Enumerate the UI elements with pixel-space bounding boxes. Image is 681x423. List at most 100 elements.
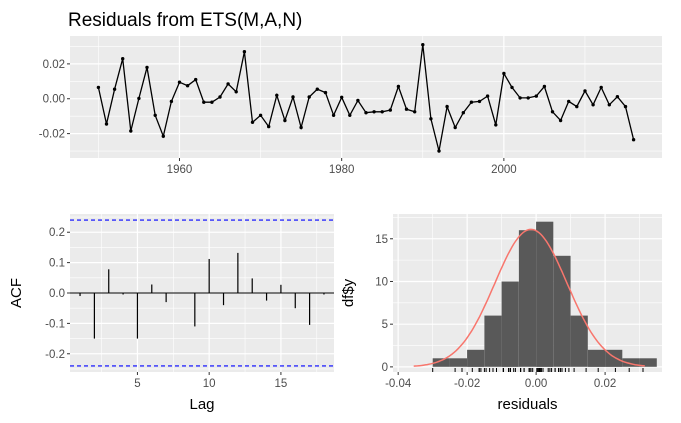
normal-density-curve bbox=[413, 228, 645, 367]
residual-point bbox=[137, 96, 141, 101]
residual-point bbox=[315, 87, 319, 91]
residual-point bbox=[145, 65, 149, 70]
y-tick-label: -0.02 bbox=[39, 129, 65, 141]
y-tick-label: -0.2 bbox=[45, 349, 65, 361]
residual-point bbox=[380, 110, 384, 114]
residual-point bbox=[437, 149, 441, 153]
residual-point bbox=[477, 99, 482, 104]
residual-point bbox=[469, 100, 474, 104]
axes: -0.04 -0.02 0.00 0.02 0 5 10 15 bbox=[375, 234, 616, 390]
y-tick-label: 15 bbox=[375, 234, 388, 246]
residual-point bbox=[534, 94, 538, 98]
residual-point bbox=[494, 123, 498, 127]
residual-point bbox=[599, 85, 603, 90]
residual-point bbox=[153, 113, 157, 118]
residual-point bbox=[323, 90, 328, 95]
histogram-bar bbox=[639, 358, 657, 367]
residual-point bbox=[258, 113, 263, 118]
residual-point bbox=[567, 99, 571, 104]
residual-point bbox=[129, 129, 133, 133]
residual-point bbox=[202, 100, 206, 104]
acf-panel: 5 10 15 -0.2 -0.1 0.0 0.1 0.2 Lag ACF bbox=[8, 214, 334, 413]
residual-point bbox=[583, 89, 587, 93]
residual-point bbox=[623, 104, 628, 109]
residual-point bbox=[275, 93, 279, 98]
residual-point bbox=[226, 82, 230, 86]
y-tick-label: 5 bbox=[382, 319, 388, 331]
y-axis-label: df$y bbox=[340, 278, 357, 307]
histogram-bar bbox=[484, 315, 502, 367]
y-tick-label: 0 bbox=[382, 362, 388, 374]
histogram-bar bbox=[449, 358, 468, 367]
x-tick-label: 2000 bbox=[491, 164, 517, 176]
y-tick-label: -0.1 bbox=[45, 318, 65, 330]
residual-point bbox=[510, 85, 514, 90]
residual-point bbox=[453, 125, 457, 130]
residual-point bbox=[299, 125, 303, 130]
residual-point bbox=[177, 80, 182, 84]
residual-point bbox=[558, 118, 563, 123]
residual-point bbox=[242, 50, 247, 54]
gridlines bbox=[70, 36, 662, 158]
x-tick-label: 15 bbox=[275, 378, 288, 390]
residual-point bbox=[348, 113, 352, 118]
residual-point bbox=[445, 104, 449, 109]
residual-point bbox=[210, 100, 214, 104]
histogram-bar bbox=[501, 281, 519, 367]
histogram-bars bbox=[413, 221, 657, 367]
axes: 1960 1980 2000 -0.02 0.00 0.02 bbox=[39, 59, 517, 176]
histogram-bar bbox=[553, 255, 571, 367]
residual-point bbox=[307, 95, 311, 99]
residual-point bbox=[250, 120, 255, 125]
residual-point bbox=[526, 96, 530, 100]
acf-bars bbox=[70, 219, 334, 367]
y-axis-label: ACF bbox=[8, 278, 25, 308]
residual-point bbox=[575, 104, 579, 109]
residual-point bbox=[461, 111, 465, 115]
y-tick-label: 0.1 bbox=[49, 258, 65, 270]
residual-point bbox=[169, 99, 174, 104]
x-tick-label: 10 bbox=[203, 378, 216, 390]
histogram-bar bbox=[587, 349, 606, 367]
residual-point bbox=[413, 110, 417, 114]
residual-point bbox=[291, 95, 295, 99]
residual-point bbox=[429, 117, 433, 121]
x-tick-label: 5 bbox=[134, 378, 140, 390]
y-tick-label: 0.2 bbox=[49, 227, 65, 239]
residual-point bbox=[615, 95, 620, 99]
plot-background bbox=[70, 36, 662, 158]
residual-point bbox=[161, 134, 165, 138]
residual-point bbox=[96, 85, 101, 90]
residual-point bbox=[550, 110, 555, 114]
residual-point bbox=[234, 90, 238, 94]
residual-point bbox=[421, 43, 425, 47]
residual-point bbox=[372, 110, 376, 114]
residual-point bbox=[104, 122, 109, 126]
residual-point bbox=[485, 94, 490, 98]
y-tick-label: 0.00 bbox=[43, 94, 65, 106]
residual-point bbox=[542, 84, 547, 89]
residual-point bbox=[518, 96, 522, 100]
residual-point bbox=[283, 118, 287, 123]
residual-point bbox=[121, 57, 125, 61]
histogram-bar bbox=[570, 315, 588, 367]
axes: 5 10 15 -0.2 -0.1 0.0 0.1 0.2 bbox=[45, 227, 287, 390]
histogram-bar bbox=[622, 358, 640, 367]
histogram-bar bbox=[536, 221, 554, 367]
x-tick-label: 0.02 bbox=[594, 378, 616, 390]
residual-point bbox=[631, 138, 636, 142]
x-tick-label: 1960 bbox=[167, 164, 193, 176]
residual-point bbox=[607, 103, 611, 107]
residual-point bbox=[404, 107, 409, 111]
residual-point bbox=[218, 95, 222, 99]
histogram-bar bbox=[467, 349, 485, 367]
residual-point bbox=[185, 84, 190, 88]
x-tick-label: -0.02 bbox=[454, 378, 480, 390]
residual-point bbox=[388, 108, 392, 112]
x-tick-label: -0.04 bbox=[385, 378, 412, 390]
residual-point bbox=[194, 77, 198, 82]
residual-point bbox=[396, 84, 401, 89]
residual-point bbox=[364, 111, 368, 115]
